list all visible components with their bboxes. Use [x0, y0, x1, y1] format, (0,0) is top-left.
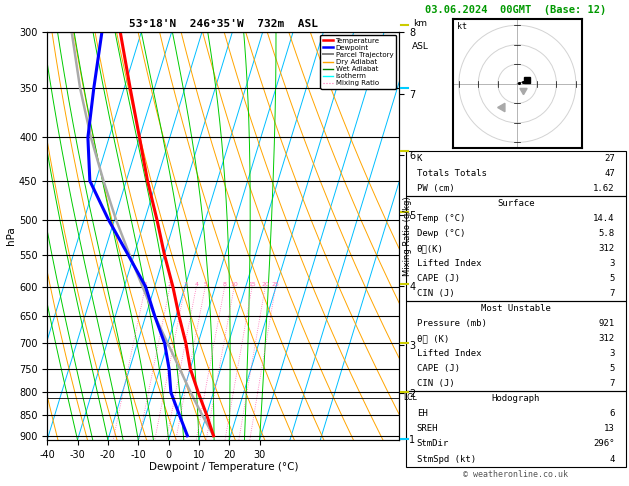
Text: Temp (°C): Temp (°C): [416, 214, 465, 223]
Text: LCL: LCL: [403, 393, 416, 402]
Text: SREH: SREH: [416, 424, 438, 434]
Text: Mixing Ratio (g/kg): Mixing Ratio (g/kg): [403, 196, 411, 276]
Text: 1: 1: [143, 281, 147, 287]
Text: CIN (J): CIN (J): [416, 380, 454, 388]
Text: 25: 25: [272, 281, 280, 287]
X-axis label: Dewpoint / Temperature (°C): Dewpoint / Temperature (°C): [148, 462, 298, 472]
Text: Most Unstable: Most Unstable: [481, 304, 551, 313]
Text: 7: 7: [610, 380, 615, 388]
Legend: Temperature, Dewpoint, Parcel Trajectory, Dry Adiabat, Wet Adiabat, Isotherm, Mi: Temperature, Dewpoint, Parcel Trajectory…: [320, 35, 396, 89]
Text: StmSpd (kt): StmSpd (kt): [416, 454, 476, 464]
Text: CAPE (J): CAPE (J): [416, 364, 460, 373]
Text: 4: 4: [610, 454, 615, 464]
Text: 312: 312: [599, 244, 615, 253]
Text: 8: 8: [223, 281, 226, 287]
Text: 5: 5: [610, 274, 615, 283]
Text: Pressure (mb): Pressure (mb): [416, 319, 487, 328]
Text: 3: 3: [610, 259, 615, 268]
Text: Surface: Surface: [497, 199, 535, 208]
Text: 7: 7: [610, 289, 615, 298]
Text: 5: 5: [610, 364, 615, 373]
Text: 4: 4: [194, 281, 198, 287]
Text: 03.06.2024  00GMT  (Base: 12): 03.06.2024 00GMT (Base: 12): [425, 5, 606, 15]
Text: 5: 5: [203, 281, 207, 287]
Text: 296°: 296°: [593, 439, 615, 449]
Text: 53°18'N  246°35'W  732m  ASL: 53°18'N 246°35'W 732m ASL: [129, 19, 318, 29]
Text: StmDir: StmDir: [416, 439, 449, 449]
Text: Lifted Index: Lifted Index: [416, 349, 481, 358]
Text: Totals Totals: Totals Totals: [416, 169, 487, 178]
Text: PW (cm): PW (cm): [416, 184, 454, 193]
Text: km: km: [413, 18, 428, 28]
Text: 14.4: 14.4: [593, 214, 615, 223]
Text: kt: kt: [457, 22, 467, 31]
Text: 6: 6: [610, 409, 615, 418]
Y-axis label: hPa: hPa: [6, 226, 16, 245]
Text: 921: 921: [599, 319, 615, 328]
Text: 47: 47: [604, 169, 615, 178]
Text: 10: 10: [230, 281, 238, 287]
Text: Hodograph: Hodograph: [492, 394, 540, 403]
Text: θᴇ(K): θᴇ(K): [416, 244, 443, 253]
Text: Lifted Index: Lifted Index: [416, 259, 481, 268]
Text: θᴇ (K): θᴇ (K): [416, 334, 449, 343]
Text: 3: 3: [610, 349, 615, 358]
Text: EH: EH: [416, 409, 428, 418]
Text: ASL: ASL: [412, 42, 429, 51]
Text: 312: 312: [599, 334, 615, 343]
Text: CAPE (J): CAPE (J): [416, 274, 460, 283]
Text: 15: 15: [248, 281, 256, 287]
Text: 2: 2: [168, 281, 172, 287]
Text: CIN (J): CIN (J): [416, 289, 454, 298]
Text: Dewp (°C): Dewp (°C): [416, 229, 465, 238]
Text: 13: 13: [604, 424, 615, 434]
Text: K: K: [416, 154, 422, 163]
Text: © weatheronline.co.uk: © weatheronline.co.uk: [464, 469, 568, 479]
Text: 27: 27: [604, 154, 615, 163]
Text: 5.8: 5.8: [599, 229, 615, 238]
Text: 3: 3: [183, 281, 187, 287]
Text: 20: 20: [261, 281, 269, 287]
Text: 1.62: 1.62: [593, 184, 615, 193]
